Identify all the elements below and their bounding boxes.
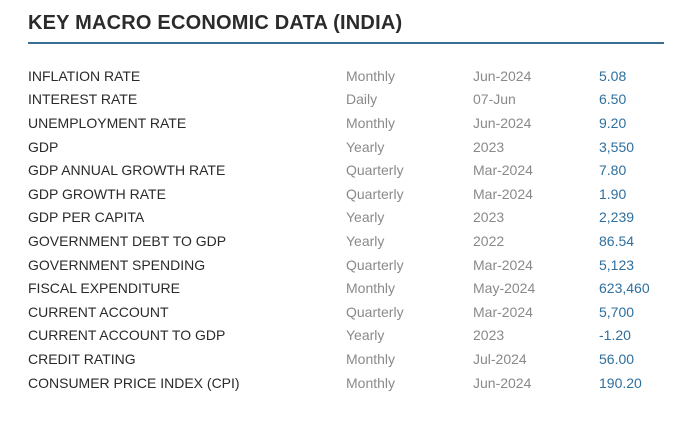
- indicator-frequency: Quarterly: [346, 185, 404, 202]
- indicator-frequency: Yearly: [346, 327, 385, 344]
- indicator-value: 3,550: [599, 138, 635, 155]
- indicator-frequency: Monthly: [346, 280, 396, 297]
- table-row[interactable]: FISCAL EXPENDITURE Monthly May-2024 623,…: [28, 276, 664, 300]
- table-row[interactable]: GDP Yearly 2023 3,550: [28, 135, 664, 159]
- indicator-period: Jul-2024: [473, 350, 527, 367]
- indicator-frequency: Monthly: [346, 374, 396, 391]
- title-underline: [28, 42, 664, 44]
- indicator-value: 5,123: [599, 256, 635, 273]
- indicator-period: 2023: [473, 209, 505, 226]
- indicator-name: FISCAL EXPENDITURE: [28, 280, 180, 297]
- indicator-name: UNEMPLOYMENT RATE: [28, 114, 187, 131]
- indicator-frequency: Quarterly: [346, 303, 404, 320]
- indicator-name: GDP GROWTH RATE: [28, 185, 166, 202]
- indicator-period: Mar-2024: [473, 185, 533, 202]
- table-row[interactable]: GDP GROWTH RATE Quarterly Mar-2024 1.90: [28, 182, 664, 206]
- table-row[interactable]: INTEREST RATE Daily 07-Jun 6.50: [28, 88, 664, 112]
- indicator-period: 07-Jun: [473, 91, 516, 108]
- indicator-period: Mar-2024: [473, 256, 533, 273]
- table-row[interactable]: CURRENT ACCOUNT Quarterly Mar-2024 5,700: [28, 300, 664, 324]
- macro-data-panel: KEY MACRO ECONOMIC DATA (INDIA) INFLATIO…: [28, 8, 664, 394]
- indicator-frequency: Yearly: [346, 232, 385, 249]
- indicator-name: CURRENT ACCOUNT: [28, 303, 169, 320]
- indicator-value: 623,460: [599, 280, 650, 297]
- indicator-table: INFLATION RATE Monthly Jun-2024 5.08 INT…: [28, 64, 664, 394]
- indicator-value: 190.20: [599, 374, 642, 391]
- indicator-frequency: Quarterly: [346, 162, 404, 179]
- indicator-name: INFLATION RATE: [28, 67, 141, 84]
- indicator-value: 1.90: [599, 185, 627, 202]
- indicator-name: CREDIT RATING: [28, 350, 136, 367]
- table-row[interactable]: GOVERNMENT SPENDING Quarterly Mar-2024 5…: [28, 253, 664, 277]
- indicator-period: Mar-2024: [473, 162, 533, 179]
- indicator-period: 2023: [473, 138, 505, 155]
- indicator-value: 6.50: [599, 91, 627, 108]
- table-row[interactable]: GDP ANNUAL GROWTH RATE Quarterly Mar-202…: [28, 158, 664, 182]
- indicator-value: 5,700: [599, 303, 635, 320]
- indicator-frequency: Monthly: [346, 67, 396, 84]
- indicator-period: Jun-2024: [473, 67, 532, 84]
- table-row[interactable]: CURRENT ACCOUNT TO GDP Yearly 2023 -1.20: [28, 324, 664, 348]
- indicator-value: 9.20: [599, 114, 627, 131]
- indicator-value: 86.54: [599, 232, 635, 249]
- table-row[interactable]: UNEMPLOYMENT RATE Monthly Jun-2024 9.20: [28, 111, 664, 135]
- indicator-value: -1.20: [599, 327, 631, 344]
- table-row[interactable]: GOVERNMENT DEBT TO GDP Yearly 2022 86.54: [28, 229, 664, 253]
- indicator-period: 2023: [473, 327, 505, 344]
- indicator-frequency: Yearly: [346, 138, 385, 155]
- indicator-name: CURRENT ACCOUNT TO GDP: [28, 327, 226, 344]
- indicator-value: 56.00: [599, 350, 635, 367]
- indicator-name: GDP PER CAPITA: [28, 209, 145, 226]
- indicator-period: May-2024: [473, 280, 536, 297]
- indicator-frequency: Monthly: [346, 350, 396, 367]
- indicator-frequency: Monthly: [346, 114, 396, 131]
- table-row[interactable]: GDP PER CAPITA Yearly 2023 2,239: [28, 206, 664, 230]
- indicator-name: GOVERNMENT SPENDING: [28, 256, 206, 273]
- indicator-name: GDP: [28, 138, 59, 155]
- page-title: KEY MACRO ECONOMIC DATA (INDIA): [28, 12, 403, 34]
- indicator-value: 5.08: [599, 67, 627, 84]
- table-row[interactable]: INFLATION RATE Monthly Jun-2024 5.08: [28, 64, 664, 88]
- indicator-frequency: Quarterly: [346, 256, 404, 273]
- table-row[interactable]: CREDIT RATING Monthly Jul-2024 56.00: [28, 347, 664, 371]
- indicator-period: 2022: [473, 232, 505, 249]
- indicator-name: CONSUMER PRICE INDEX (CPI): [28, 374, 240, 391]
- indicator-value: 2,239: [599, 209, 635, 226]
- indicator-frequency: Daily: [346, 91, 378, 108]
- indicator-period: Jun-2024: [473, 114, 532, 131]
- indicator-period: Mar-2024: [473, 303, 533, 320]
- indicator-name: GOVERNMENT DEBT TO GDP: [28, 232, 227, 249]
- indicator-value: 7.80: [599, 162, 627, 179]
- indicator-period: Jun-2024: [473, 374, 532, 391]
- indicator-name: GDP ANNUAL GROWTH RATE: [28, 162, 226, 179]
- indicator-name: INTEREST RATE: [28, 91, 138, 108]
- indicator-frequency: Yearly: [346, 209, 385, 226]
- table-row[interactable]: CONSUMER PRICE INDEX (CPI) Monthly Jun-2…: [28, 371, 664, 395]
